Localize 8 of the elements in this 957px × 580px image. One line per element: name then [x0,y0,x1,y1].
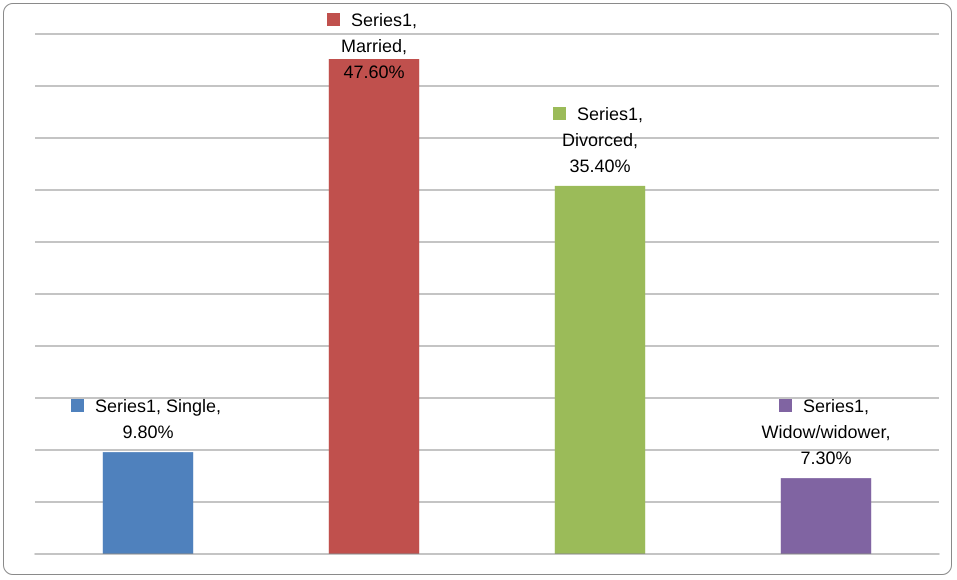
bar [102,452,194,554]
bar [328,58,420,554]
data-label: Series1, Married, 47.60% [340,10,418,82]
bar [780,478,872,554]
data-label: Series1, Divorced, 35.40% [562,104,644,176]
data-label: Series1, Single, 9.80% [94,396,222,442]
bar [554,186,646,554]
data-label: Series1, Widow/widower, 7.30% [761,396,891,468]
